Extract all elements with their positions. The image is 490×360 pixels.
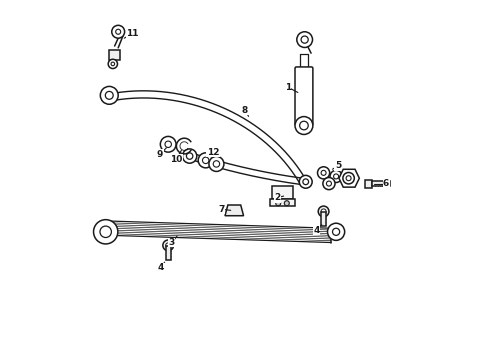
Circle shape [160, 136, 176, 152]
Bar [166, 246, 171, 260]
Circle shape [326, 181, 331, 186]
Polygon shape [339, 169, 359, 187]
Circle shape [300, 121, 308, 130]
Circle shape [112, 25, 124, 38]
Bar [321, 212, 326, 226]
Circle shape [100, 86, 118, 104]
Text: 6: 6 [383, 179, 389, 188]
Circle shape [276, 201, 281, 206]
Circle shape [333, 228, 340, 235]
Circle shape [295, 117, 313, 134]
Circle shape [163, 240, 173, 251]
Circle shape [186, 153, 193, 159]
Circle shape [213, 161, 220, 167]
Circle shape [327, 223, 344, 240]
Circle shape [346, 176, 351, 181]
Circle shape [323, 177, 335, 190]
Circle shape [343, 172, 354, 184]
Circle shape [100, 226, 111, 238]
Text: 2: 2 [274, 193, 280, 202]
Bar [270, 199, 295, 206]
Circle shape [166, 243, 171, 248]
Circle shape [318, 167, 330, 179]
Bar [272, 186, 293, 199]
Text: 5: 5 [335, 161, 341, 170]
Text: 12: 12 [207, 148, 219, 157]
Circle shape [105, 91, 113, 99]
Text: 11: 11 [126, 29, 139, 38]
Circle shape [299, 175, 312, 188]
Circle shape [116, 29, 121, 34]
Text: 10: 10 [170, 155, 182, 164]
Circle shape [198, 153, 213, 168]
Polygon shape [225, 205, 244, 216]
Circle shape [165, 141, 172, 148]
Text: 4: 4 [313, 225, 319, 234]
Text: 9: 9 [157, 150, 163, 159]
Circle shape [330, 170, 342, 183]
Text: 4: 4 [158, 263, 164, 272]
Circle shape [334, 174, 339, 179]
Circle shape [321, 209, 326, 214]
Text: 8: 8 [242, 106, 248, 115]
Circle shape [94, 220, 118, 244]
Circle shape [182, 149, 197, 163]
Bar [372, 181, 390, 186]
Circle shape [297, 32, 313, 48]
Circle shape [301, 36, 308, 43]
Text: 3: 3 [169, 238, 175, 247]
Text: 7: 7 [219, 205, 225, 214]
Circle shape [108, 59, 118, 68]
Circle shape [284, 201, 289, 206]
Bar [109, 50, 120, 60]
Circle shape [202, 157, 209, 163]
Circle shape [303, 179, 309, 185]
Bar [365, 180, 372, 188]
Text: 1: 1 [285, 83, 291, 92]
Circle shape [209, 157, 224, 171]
Circle shape [111, 62, 115, 66]
Circle shape [318, 206, 329, 217]
Circle shape [321, 170, 326, 175]
FancyBboxPatch shape [295, 67, 313, 125]
